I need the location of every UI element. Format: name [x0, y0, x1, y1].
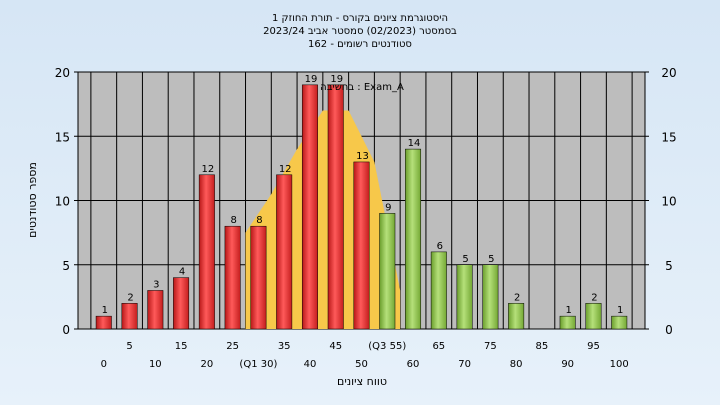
value-label-30: 8 [256, 215, 262, 226]
chart-annotation: בחשיבה : Exam_A [320, 82, 404, 93]
y-axis-right: 0 5 10 15 20 [645, 66, 677, 337]
x-tick-label-90: 90 [561, 359, 574, 370]
x-axis-ticks: 0 5 10 15 20 25(Q1 30)35 40 45 50(Q3 55)60 65 70 75… [101, 341, 629, 370]
bar-25 [224, 225, 241, 330]
value-label-90: 1 [565, 305, 571, 316]
y-tick-label-left: 0 [62, 323, 70, 337]
x-tick-label-25: 25 [226, 341, 239, 352]
bar-80 [508, 303, 525, 330]
y-axis-label: מספר סטודנטים [26, 162, 39, 238]
chart-title-line-1: היסטוגרמת ציונים בקורס - תורת החוזק 1 [272, 13, 448, 24]
x-tick-label-80: 80 [510, 359, 523, 370]
value-label-5: 2 [127, 292, 133, 303]
bar-75 [482, 264, 499, 330]
value-label-50: 13 [356, 151, 369, 162]
bar-20 [198, 174, 215, 330]
bar-90 [559, 315, 576, 330]
bar-55 [379, 213, 396, 330]
value-label-25: 8 [230, 215, 236, 226]
x-tick-label-75: 75 [484, 341, 497, 352]
y-tick-label-left: 10 [55, 195, 70, 209]
value-label-10: 3 [153, 279, 159, 290]
value-label-100: 1 [617, 305, 623, 316]
x-tick-label-55: (Q3 55) [368, 341, 406, 352]
x-tick-label-5: 5 [126, 341, 132, 352]
value-label-20: 12 [201, 164, 214, 175]
bars [95, 84, 628, 330]
y-tick-label-right: 5 [665, 259, 673, 273]
bar-0 [95, 315, 112, 330]
value-label-95: 2 [591, 292, 597, 303]
x-tick-label-95: 95 [587, 341, 600, 352]
x-tick-label-85: 85 [536, 341, 549, 352]
value-label-60: 14 [408, 138, 421, 149]
bar-35 [276, 174, 293, 330]
bar-15 [173, 277, 190, 330]
bar-65 [430, 251, 447, 330]
x-tick-label-45: 45 [329, 341, 342, 352]
y-tick-label-right: 10 [661, 195, 676, 209]
value-label-70: 5 [462, 254, 468, 265]
bar-30 [250, 225, 267, 330]
x-tick-label-20: 20 [200, 359, 213, 370]
x-tick-label-35: 35 [278, 341, 291, 352]
value-label-0: 1 [102, 305, 108, 316]
x-tick-label-40: 40 [304, 359, 317, 370]
bar-70 [456, 264, 473, 330]
value-label-45: 19 [330, 74, 343, 85]
bar-10 [147, 290, 164, 330]
chart-title-line-2: בסמסטר (02/2023) סמסטר אביב 2023/24 [263, 26, 457, 37]
y-tick-label-left: 15 [55, 130, 70, 144]
x-tick-label-60: 60 [407, 359, 420, 370]
bar-45 [327, 84, 344, 330]
y-tick-label-right: 15 [661, 130, 676, 144]
bar-5 [121, 303, 138, 330]
bar-60 [405, 148, 422, 330]
value-label-80: 2 [514, 292, 520, 303]
x-tick-label-65: 65 [432, 341, 445, 352]
y-axis-left: 0 5 10 15 20 [55, 66, 78, 337]
x-tick-label-30: (Q1 30) [239, 359, 277, 370]
value-label-55: 9 [385, 202, 391, 213]
y-tick-label-right: 0 [665, 323, 673, 337]
value-label-15: 4 [179, 267, 185, 278]
x-tick-label-50: 50 [355, 359, 368, 370]
y-tick-label-left: 20 [55, 66, 70, 80]
x-axis-label: טווח ציונים [337, 375, 387, 388]
value-label-35: 12 [279, 164, 292, 175]
bar-100 [611, 315, 628, 330]
y-tick-label-right: 20 [661, 66, 676, 80]
bar-95 [585, 303, 602, 330]
value-label-40: 19 [305, 74, 318, 85]
value-label-75: 5 [488, 254, 494, 265]
bar-50 [353, 161, 370, 330]
x-tick-label-10: 10 [149, 359, 162, 370]
x-tick-label-0: 0 [101, 359, 107, 370]
value-label-65: 6 [437, 241, 443, 252]
x-tick-label-100: 100 [610, 359, 629, 370]
y-tick-label-left: 5 [62, 259, 70, 273]
chart-title-line-3: 162 - סטודנטים רשומים [308, 39, 412, 50]
x-tick-label-15: 15 [175, 341, 188, 352]
x-tick-label-70: 70 [458, 359, 471, 370]
chart-title: היסטוגרמת ציונים בקורס - תורת החוזק 1 בס… [263, 13, 457, 50]
bar-40 [301, 84, 318, 330]
